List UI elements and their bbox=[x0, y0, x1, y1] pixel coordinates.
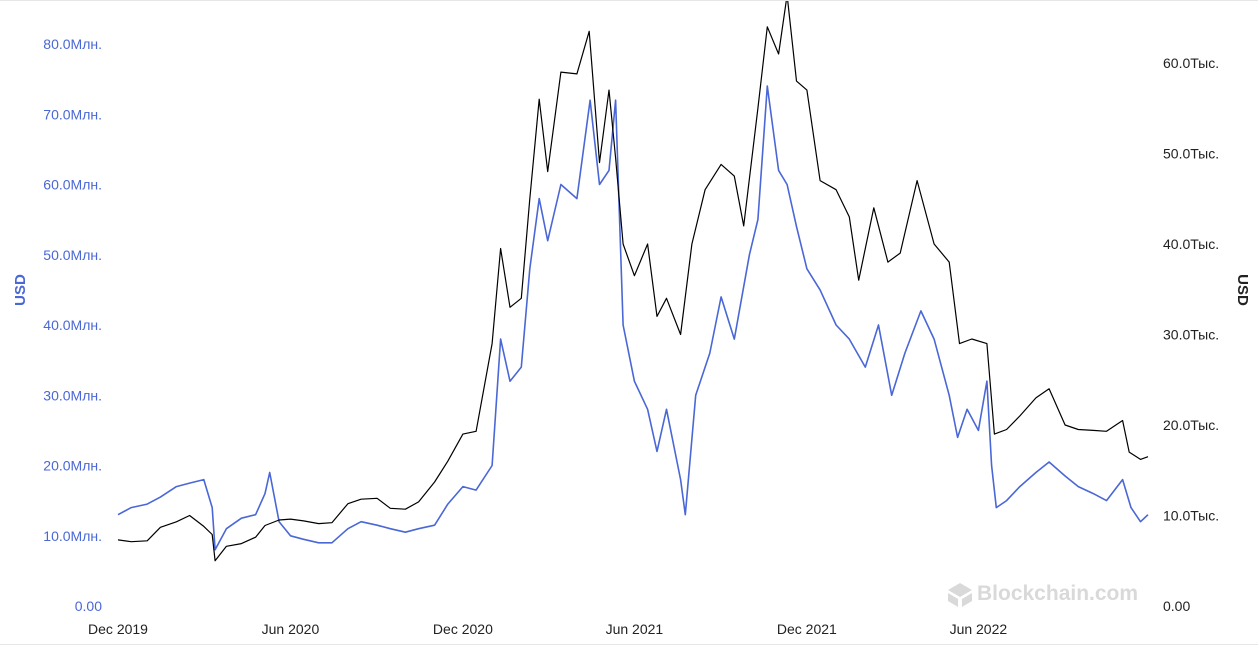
x-axis: Dec 2019 Jun 2020 Dec 2020 Jun 2021 Dec 2021… bbox=[88, 621, 1007, 637]
left-axis-title: USD bbox=[12, 274, 29, 306]
right-tick-label: 20.0Тыс. bbox=[1163, 417, 1219, 433]
left-tick-label: 80.0Млн. bbox=[43, 36, 102, 52]
x-tick-label: Dec 2019 bbox=[88, 621, 148, 637]
left-tick-label: 10.0Млн. bbox=[43, 528, 102, 544]
left-tick-label: 40.0Млн. bbox=[43, 317, 102, 333]
x-tick-label: Dec 2020 bbox=[433, 621, 493, 637]
series-line-right-axis bbox=[117, 0, 1149, 562]
right-tick-label: 30.0Тыс. bbox=[1163, 327, 1219, 343]
x-tick-label: Jun 2022 bbox=[950, 621, 1008, 637]
bottom-border bbox=[0, 644, 1258, 645]
x-tick-label: Jun 2021 bbox=[606, 621, 664, 637]
right-axis: 0.00 10.0Тыс. 20.0Тыс. 30.0Тыс. 40.0Тыс. 50.0… bbox=[1163, 55, 1219, 614]
right-tick-label: 10.0Тыс. bbox=[1163, 508, 1219, 524]
right-axis-title: USD bbox=[1234, 274, 1251, 306]
left-tick-label: 50.0Млн. bbox=[43, 247, 102, 263]
watermark-text: Blockchain.com bbox=[977, 582, 1138, 605]
left-tick-label: 0.00 bbox=[75, 598, 102, 614]
series-line-left-axis bbox=[117, 85, 1149, 551]
right-tick-label: 40.0Тыс. bbox=[1163, 236, 1219, 252]
left-tick-label: 70.0Млн. bbox=[43, 106, 102, 122]
series-layer bbox=[117, 0, 1149, 562]
x-tick-label: Dec 2021 bbox=[777, 621, 837, 637]
left-tick-label: 60.0Млн. bbox=[43, 177, 102, 193]
left-tick-label: 20.0Млн. bbox=[43, 458, 102, 474]
left-tick-label: 30.0Млн. bbox=[43, 387, 102, 403]
x-tick-label: Jun 2020 bbox=[262, 621, 320, 637]
blockchain-watermark: Blockchain.com bbox=[948, 582, 1138, 607]
left-axis: 0.00 10.0Млн. 20.0Млн. 30.0Млн. 40.0Млн. 50.0… bbox=[43, 36, 102, 614]
right-tick-label: 50.0Тыс. bbox=[1163, 146, 1219, 162]
right-tick-label: 0.00 bbox=[1163, 598, 1190, 614]
top-border bbox=[0, 0, 1258, 1]
right-tick-label: 60.0Тыс. bbox=[1163, 55, 1219, 71]
blockchain-logo-icon bbox=[948, 583, 972, 607]
